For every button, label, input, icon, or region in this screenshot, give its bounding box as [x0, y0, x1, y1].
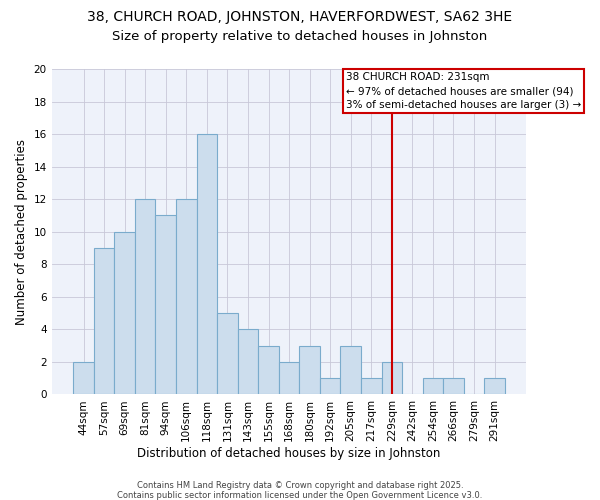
- Text: Size of property relative to detached houses in Johnston: Size of property relative to detached ho…: [112, 30, 488, 43]
- Bar: [443, 378, 464, 394]
- Bar: [135, 199, 155, 394]
- Bar: [176, 199, 197, 394]
- Bar: [155, 216, 176, 394]
- Text: 38 CHURCH ROAD: 231sqm
← 97% of detached houses are smaller (94)
3% of semi-deta: 38 CHURCH ROAD: 231sqm ← 97% of detached…: [346, 72, 581, 110]
- Bar: [361, 378, 382, 394]
- Bar: [238, 330, 258, 394]
- Bar: [484, 378, 505, 394]
- Bar: [279, 362, 299, 394]
- Bar: [382, 362, 402, 394]
- Bar: [422, 378, 443, 394]
- Bar: [320, 378, 340, 394]
- Y-axis label: Number of detached properties: Number of detached properties: [15, 138, 28, 324]
- Text: Contains HM Land Registry data © Crown copyright and database right 2025.: Contains HM Land Registry data © Crown c…: [137, 481, 463, 490]
- Bar: [217, 313, 238, 394]
- Text: 38, CHURCH ROAD, JOHNSTON, HAVERFORDWEST, SA62 3HE: 38, CHURCH ROAD, JOHNSTON, HAVERFORDWEST…: [88, 10, 512, 24]
- Bar: [258, 346, 279, 395]
- Text: Contains public sector information licensed under the Open Government Licence v3: Contains public sector information licen…: [118, 491, 482, 500]
- Bar: [340, 346, 361, 395]
- Bar: [73, 362, 94, 394]
- Bar: [197, 134, 217, 394]
- Bar: [299, 346, 320, 395]
- Bar: [94, 248, 115, 394]
- X-axis label: Distribution of detached houses by size in Johnston: Distribution of detached houses by size …: [137, 447, 441, 460]
- Bar: [115, 232, 135, 394]
